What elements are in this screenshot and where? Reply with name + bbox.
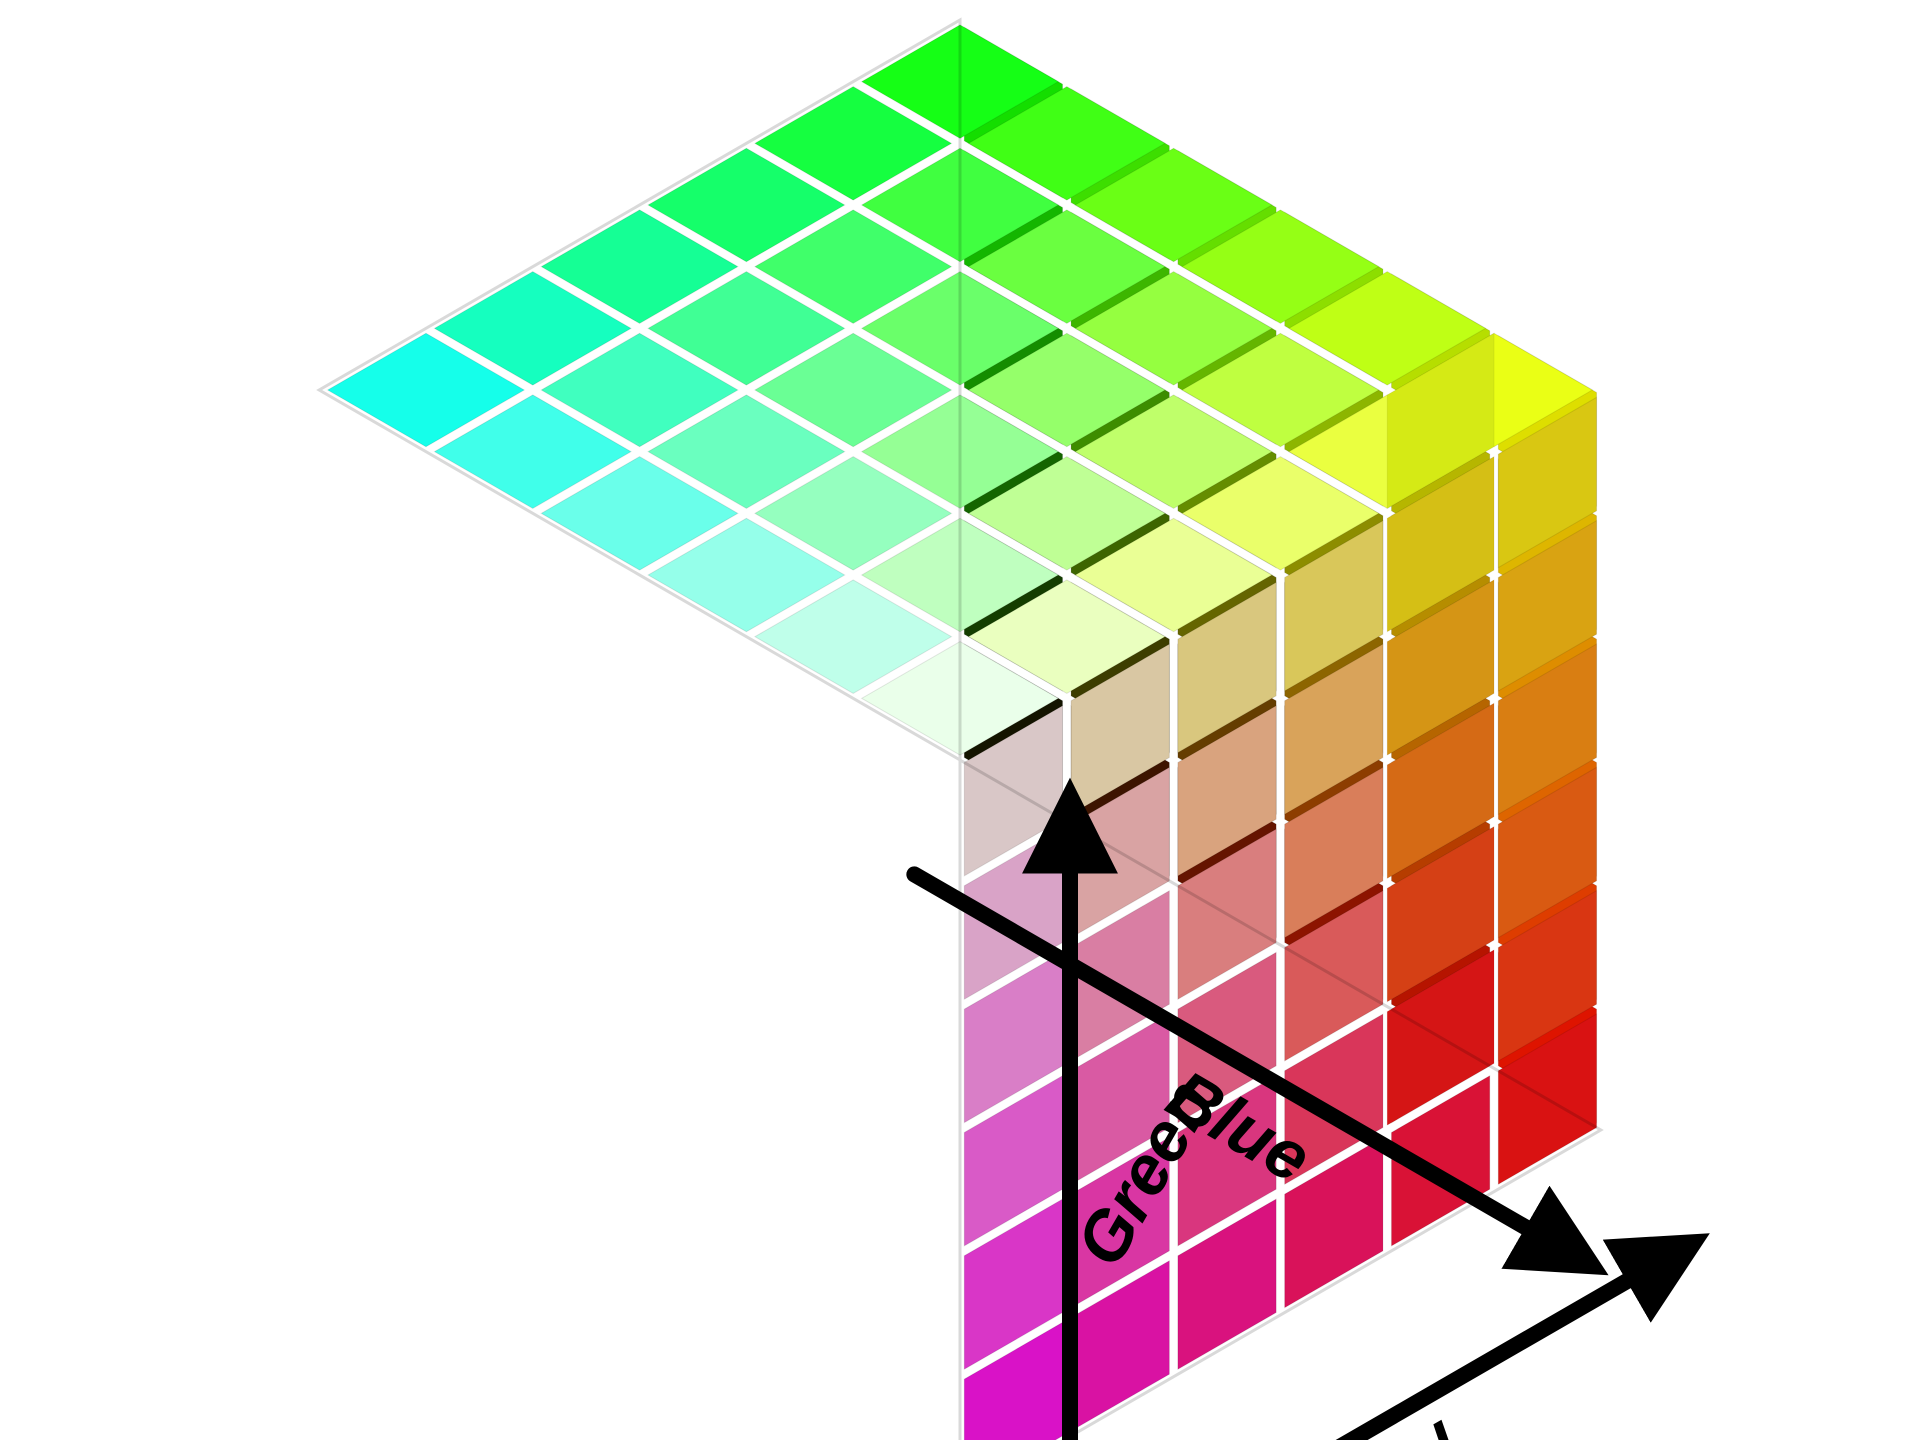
rgb-color-cube-diagram: Blue Red Green <box>0 0 1920 1440</box>
cube <box>319 20 1601 1440</box>
